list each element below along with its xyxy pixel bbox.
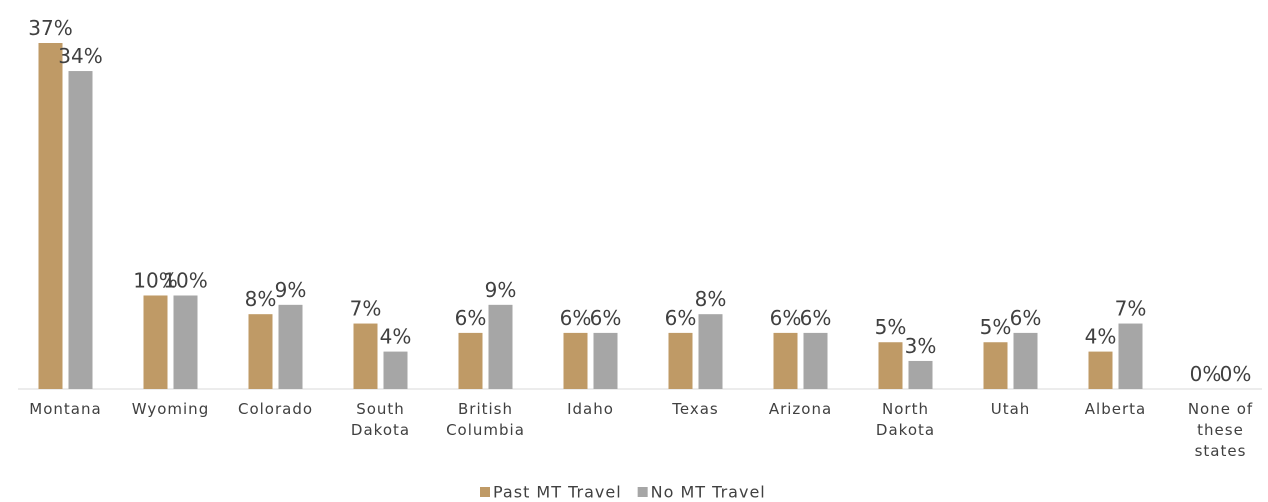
bar [68, 71, 93, 390]
bar [458, 332, 483, 389]
x-tick-label-box: South Dakota [350, 400, 411, 439]
x-tick-label-box: Arizona [768, 400, 833, 418]
x-tick-label-box: Montana [29, 400, 102, 418]
x-tick-label: Utah [990, 400, 1031, 418]
bar [1118, 323, 1143, 389]
x-tick-label-box: Wyoming [131, 400, 210, 418]
data-label: 8% [245, 287, 277, 311]
bar [353, 323, 378, 389]
data-label: 37% [28, 16, 72, 40]
x-tick-label-box: Alberta [1084, 400, 1147, 418]
data-label: 10% [133, 268, 177, 292]
x-tick-label: Wyoming [131, 400, 210, 418]
data-label: 6% [590, 306, 622, 330]
bar [773, 332, 798, 389]
x-tick-label-box: Colorado [237, 400, 314, 418]
x-tick-label-box: Texas [672, 400, 719, 418]
x-tick-label-box: North Dakota [875, 400, 936, 439]
data-label: 6% [455, 306, 487, 330]
bar [143, 295, 168, 389]
x-tick-label-box: Idaho [567, 400, 614, 418]
data-label: 10% [163, 268, 207, 292]
legend-swatch [637, 487, 648, 497]
x-tick-label: South Dakota [350, 400, 411, 439]
data-label: 0% [1220, 362, 1252, 386]
x-tick-label: Idaho [567, 400, 614, 418]
x-tick-label: Colorado [237, 400, 314, 418]
legend-swatch [480, 487, 490, 497]
bar [563, 332, 588, 389]
x-tick-label: Montana [29, 400, 102, 418]
legend-label: No MT Travel [651, 483, 766, 502]
bar [878, 342, 903, 389]
bar [1013, 332, 1038, 389]
data-label: 3% [905, 334, 937, 358]
bar [173, 295, 198, 389]
x-tick-label: North Dakota [875, 400, 936, 439]
legend-label: Past MT Travel [493, 483, 622, 502]
data-label: 5% [875, 315, 907, 339]
data-label: 6% [1010, 306, 1042, 330]
bar [668, 332, 693, 389]
x-tick-label-box: British Columbia [446, 400, 525, 439]
data-label: 4% [380, 325, 412, 349]
data-label: 8% [695, 287, 727, 311]
x-tick-label: Arizona [768, 400, 833, 418]
data-label: 6% [770, 306, 802, 330]
data-label: 6% [560, 306, 592, 330]
bar [38, 43, 63, 389]
data-label: 7% [350, 297, 382, 321]
data-label: 5% [980, 315, 1012, 339]
x-tick-label: None of these states [1187, 400, 1254, 460]
bar [698, 314, 723, 389]
bar [488, 304, 513, 389]
data-label: 34% [58, 44, 102, 68]
bar [803, 332, 828, 389]
bar [278, 304, 303, 389]
bar [908, 360, 933, 389]
data-label: 0% [1190, 362, 1222, 386]
data-label: 4% [1085, 325, 1117, 349]
bar [383, 351, 408, 389]
bar [1088, 351, 1113, 389]
data-label: 9% [275, 278, 307, 302]
bar [593, 332, 618, 389]
data-label: 9% [485, 278, 517, 302]
data-label: 6% [665, 306, 697, 330]
x-tick-label-box: Utah [990, 400, 1031, 418]
bar [983, 342, 1008, 389]
bar [248, 314, 273, 389]
data-label: 6% [800, 306, 832, 330]
x-tick-label: British Columbia [446, 400, 525, 439]
x-tick-label: Texas [672, 400, 719, 418]
x-tick-label: Alberta [1084, 400, 1147, 418]
x-tick-label-box: None of these states [1187, 400, 1254, 460]
data-label: 7% [1115, 297, 1147, 321]
